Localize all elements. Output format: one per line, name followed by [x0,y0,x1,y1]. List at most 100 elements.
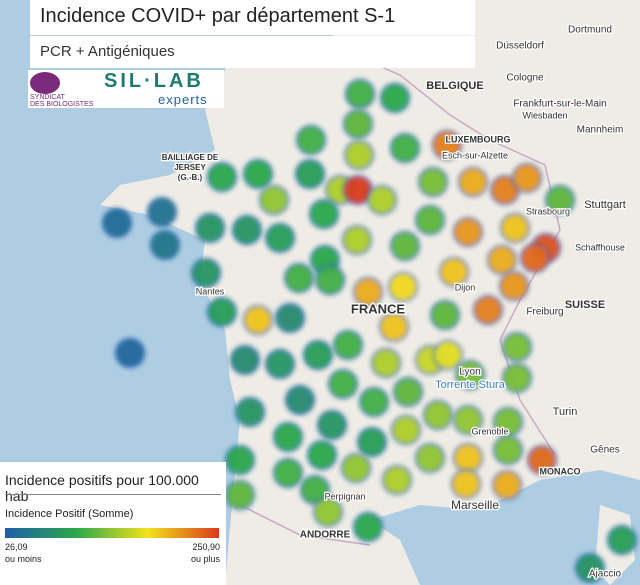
place-label: Ajaccio [589,569,622,580]
logo-experts: experts [158,92,208,107]
heat-spot [392,376,424,408]
place-label: Marseille [451,498,499,512]
place-label: LUXEMBOURG [446,134,511,144]
heat-spot [457,166,489,198]
heat-spot [190,257,222,289]
heat-spot [544,184,576,216]
heat-spot [574,552,606,584]
place-label: Dijon [455,282,476,292]
place-label: Wiesbaden [522,110,567,120]
heat-spot [231,214,263,246]
place-label: Dortmund [568,25,612,36]
place-label: Frankfurt-sur-le-Main [513,99,606,110]
heat-spot [284,384,316,416]
place-label: Turin [553,406,578,418]
place-label: Esch-sur-Alzette [442,150,508,160]
heat-spot [379,82,411,114]
place-label: Freiburg [526,307,563,318]
heat-spot [352,511,384,543]
heat-spot [242,158,274,190]
heat-spot [438,256,470,288]
heat-spot [295,124,327,156]
heat-spot [206,161,238,193]
heat-spot [429,299,461,331]
legend-title: Incidence positifs pour 100.000 hab [5,472,199,504]
place-label: Gênes [590,445,619,456]
place-label: Lyon [459,367,480,378]
heat-spot [452,442,484,474]
heat-spot [312,496,344,528]
heat-spot [341,224,373,256]
heat-spot [264,222,296,254]
heat-spot [194,212,226,244]
place-label: SUISSE [565,299,605,311]
heat-spot [378,311,410,343]
place-label: Nantes [196,286,225,296]
heat-spot [316,409,348,441]
heat-spot [340,452,372,484]
place-label: Torrente Stura [435,379,506,391]
place-label: BELGIQUE [426,80,483,92]
heat-spot [387,271,419,303]
heat-spot [499,212,531,244]
place-label: Strasbourg [526,206,570,216]
heat-spot [389,230,421,262]
mediterranean [370,470,640,585]
legend-min: 26,09 [5,542,28,552]
subtitle: PCR + Antigéniques [40,43,175,60]
heat-spot [486,244,518,276]
heat-spot [308,198,340,230]
heat-spot [498,270,530,302]
heat-spot [454,359,486,391]
heat-spot [519,242,551,274]
heat-spot [234,396,266,428]
heat-spot [390,414,422,446]
color-ramp [5,528,219,538]
legend-rule [5,494,221,495]
heat-spot [472,294,504,326]
legend-min-note: ou moins [5,554,42,564]
place-label: Perpignan [324,491,365,501]
heat-spot [264,348,296,380]
place-label: (G.-B.) [178,173,203,182]
heat-spot [422,399,454,431]
heat-spot [452,216,484,248]
place-label: BAILLIAGE DE [162,153,219,162]
atlantic [0,0,250,585]
border-south [229,499,371,546]
logo-sil-lab: SIL·LAB [104,70,204,92]
heat-spot [343,139,375,171]
heat-spot [314,264,346,296]
heat-spot [381,464,413,496]
heat-spot [224,479,256,511]
logo-icon [30,72,60,94]
heat-spot [358,386,390,418]
place-label: Schaffhouse [575,242,625,252]
heat-spot [272,457,304,489]
heat-spot [342,108,374,140]
heat-spot [356,426,388,458]
place-label: Düsseldorf [496,41,544,52]
heat-spot [224,444,256,476]
heat-spot [606,524,638,556]
heat-spot [414,204,446,236]
title-box: Incidence COVID+ par département S-1 [30,0,475,35]
logo-syndicat: SYNDICAT DES BIOLOGISTES [30,94,93,108]
heatmap [101,78,638,584]
heat-spot [414,442,446,474]
place-label: MONACO [540,466,581,476]
heat-spot [370,347,402,379]
heat-spot [389,132,421,164]
heat-spot [101,207,133,239]
heat-spot [294,158,326,190]
heat-spot [206,296,238,328]
heat-spot [302,339,334,371]
heat-spot [306,439,338,471]
heat-spot [431,129,463,161]
place-label: Grenoble [471,426,508,436]
heat-spot [146,196,178,228]
heat-spot [526,444,558,476]
heat-spot [114,337,146,369]
heat-spot [432,339,464,371]
heat-spot [366,184,398,216]
